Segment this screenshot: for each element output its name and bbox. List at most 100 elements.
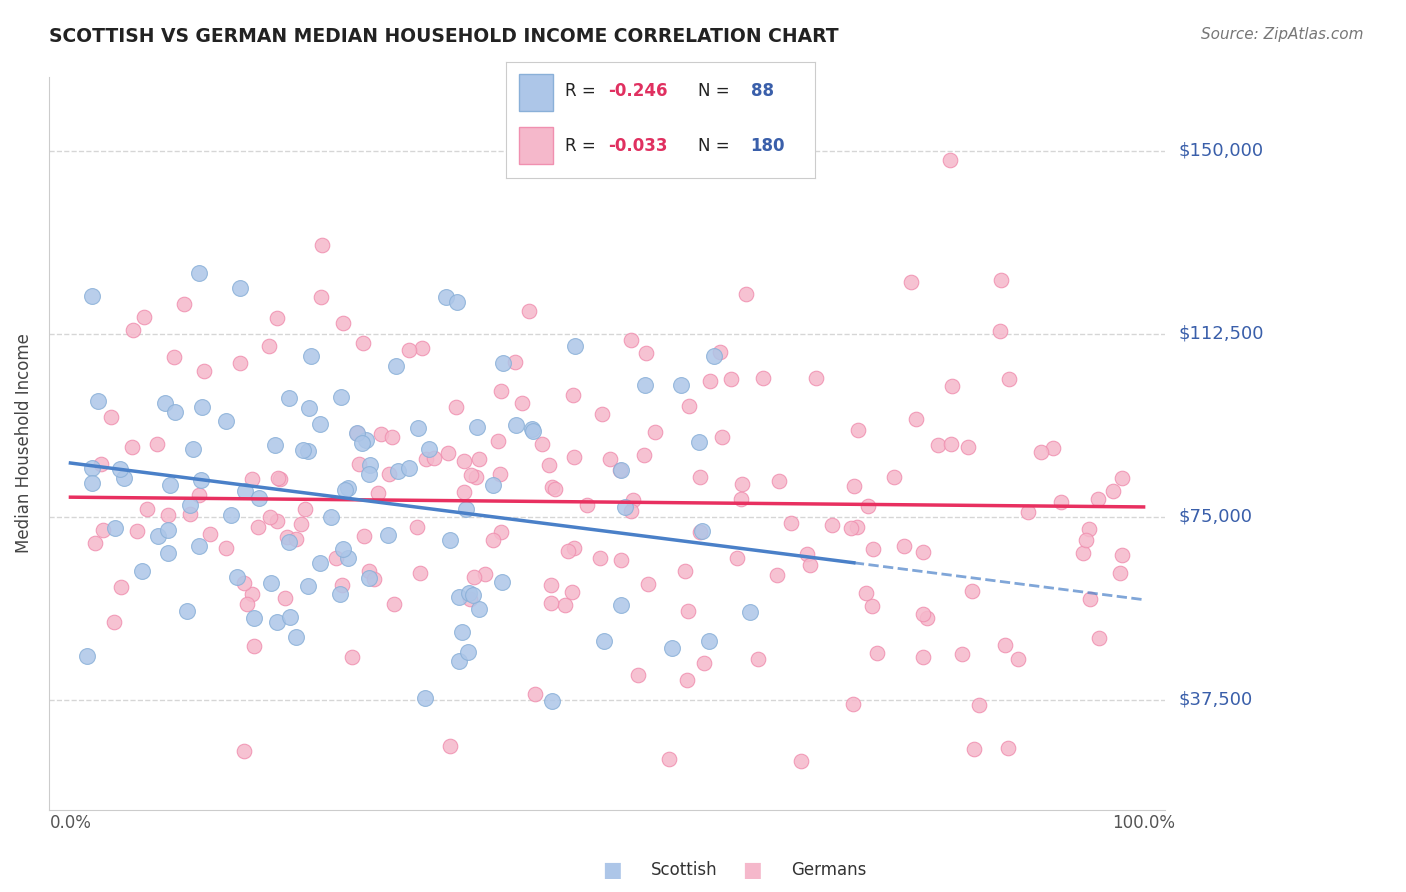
Point (439, 739, 461, 753)
Point (259, 509, 281, 524)
Point (731, 476, 754, 491)
Point (233, 483, 256, 498)
Point (353, 528, 375, 542)
Point (561, 388, 583, 402)
Point (856, 499, 879, 513)
Point (285, 532, 308, 546)
Text: $112,500: $112,500 (1180, 325, 1264, 343)
Point (790, 754, 813, 768)
Point (276, 530, 298, 544)
Point (193, 364, 215, 378)
Point (489, 467, 512, 481)
Point (108, 462, 131, 476)
Point (941, 378, 963, 392)
Point (340, 649, 363, 664)
Point (359, 458, 381, 472)
Point (491, 525, 513, 540)
Text: -0.033: -0.033 (609, 137, 668, 155)
Point (1088, 631, 1111, 645)
Point (900, 275, 922, 289)
Point (377, 528, 399, 542)
Point (134, 310, 156, 324)
Point (678, 604, 700, 618)
Point (609, 599, 631, 613)
Point (458, 591, 481, 606)
Point (359, 564, 381, 578)
Point (76, 649, 98, 664)
Point (330, 390, 353, 404)
Point (363, 572, 385, 586)
Point (997, 741, 1019, 756)
Point (350, 435, 373, 450)
Point (661, 640, 683, 655)
Point (451, 625, 474, 640)
Point (620, 333, 643, 347)
Point (294, 502, 316, 516)
Point (541, 694, 564, 708)
Point (609, 463, 631, 477)
Point (434, 290, 457, 304)
Point (734, 287, 756, 301)
Point (738, 605, 761, 619)
Point (240, 472, 263, 486)
Point (689, 470, 711, 484)
Point (188, 266, 211, 280)
Point (454, 502, 477, 516)
Point (627, 668, 650, 682)
Point (406, 421, 429, 435)
Point (960, 584, 983, 599)
Point (357, 571, 380, 585)
Point (266, 310, 288, 325)
Point (911, 545, 934, 559)
Point (463, 570, 485, 584)
Point (103, 615, 125, 629)
Point (893, 539, 915, 553)
Point (957, 440, 980, 454)
Point (409, 566, 432, 580)
Point (1078, 592, 1101, 607)
Point (1042, 442, 1064, 456)
Point (112, 470, 135, 484)
Point (883, 470, 905, 484)
Point (80, 475, 103, 490)
Point (278, 535, 301, 549)
Point (309, 556, 332, 570)
Point (592, 633, 614, 648)
Point (336, 550, 359, 565)
Point (950, 648, 973, 662)
Point (311, 237, 333, 252)
Point (562, 450, 585, 465)
Point (415, 452, 437, 467)
Point (927, 437, 949, 451)
Point (337, 481, 360, 495)
Point (690, 524, 713, 538)
Point (637, 577, 659, 591)
Point (91, 523, 114, 537)
Point (411, 341, 433, 355)
Point (285, 630, 308, 644)
Point (266, 514, 288, 528)
Point (658, 752, 681, 766)
Text: 180: 180 (751, 137, 785, 155)
Point (449, 654, 471, 668)
Bar (519, 128, 553, 164)
Point (215, 541, 238, 555)
Point (179, 508, 201, 522)
Point (614, 500, 637, 514)
Point (266, 615, 288, 630)
Point (80, 461, 103, 475)
Point (540, 578, 562, 592)
Point (531, 436, 554, 450)
Point (163, 405, 186, 419)
Point (610, 553, 633, 567)
Point (173, 297, 195, 311)
Point (768, 474, 790, 488)
Point (406, 520, 429, 534)
Point (233, 575, 256, 590)
Point (457, 645, 479, 659)
Point (382, 597, 405, 611)
Point (963, 742, 986, 756)
Point (588, 551, 610, 566)
Point (290, 517, 312, 532)
Point (299, 349, 322, 363)
